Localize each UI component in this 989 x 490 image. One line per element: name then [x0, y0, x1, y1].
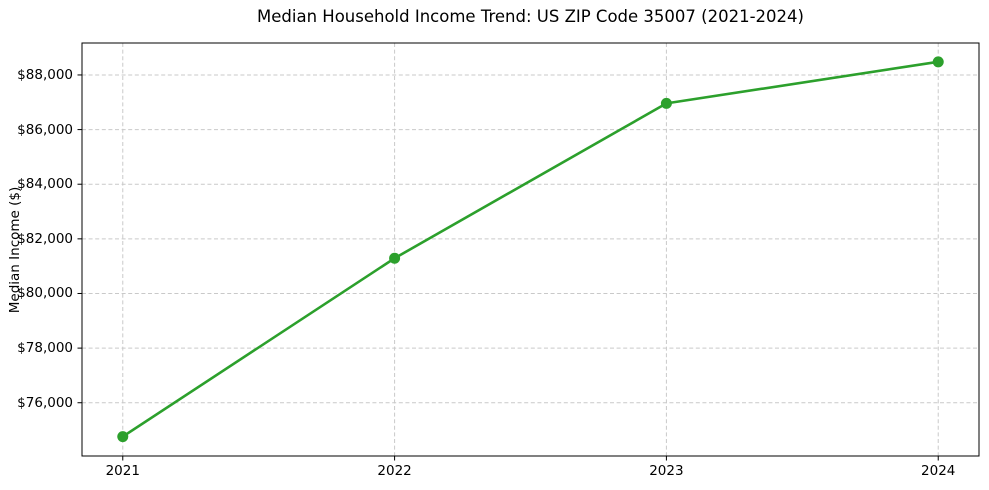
x-tick-label: 2021: [105, 463, 140, 479]
data-point-2022: [389, 252, 401, 264]
x-tick-label: 2023: [649, 463, 684, 479]
x-tick-label: 2024: [921, 463, 956, 479]
y-tick-label: $76,000: [17, 394, 73, 411]
y-tick-label: $78,000: [17, 340, 73, 357]
plot-frame: [81, 42, 980, 457]
y-tick-label: $88,000: [17, 66, 73, 83]
income-trend-line: [121, 60, 940, 438]
chart-title: Median Household Income Trend: US ZIP Co…: [257, 7, 804, 26]
data-point-2023: [660, 97, 672, 109]
y-tick-label: $84,000: [17, 176, 73, 193]
y-tick-label: $82,000: [17, 230, 73, 247]
y-tick-label: $86,000: [17, 121, 73, 138]
x-tick-label: 2022: [377, 463, 412, 479]
y-tick-label: $80,000: [17, 285, 73, 302]
data-point-2024: [932, 56, 944, 68]
data-point-2021: [117, 431, 129, 443]
